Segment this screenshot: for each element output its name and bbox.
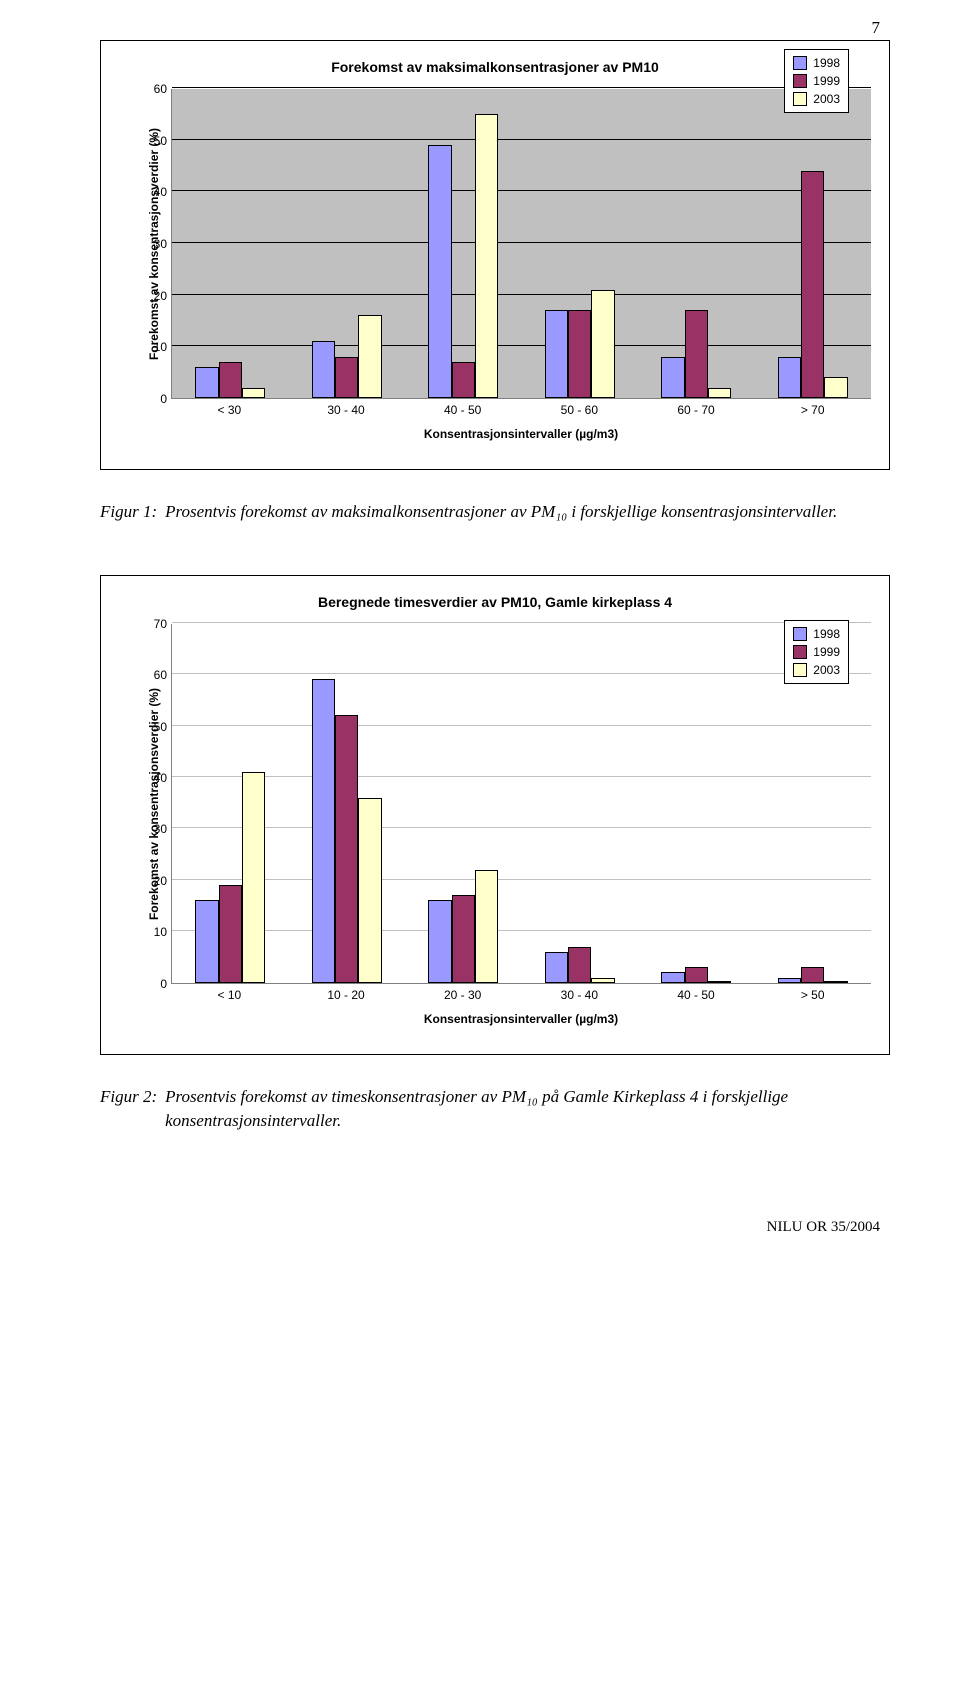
y-tick: 10	[154, 925, 167, 939]
bar	[219, 362, 242, 398]
x-tick: 50 - 60	[521, 403, 638, 417]
x-tick: 30 - 40	[288, 403, 405, 417]
bar	[475, 870, 498, 983]
x-tick: 40 - 50	[404, 403, 521, 417]
bar	[219, 885, 242, 983]
x-tick: > 70	[754, 403, 871, 417]
x-axis-label: Konsentrasjonsintervaller (µg/m3)	[171, 1012, 871, 1026]
x-axis-label: Konsentrasjonsintervaller (µg/m3)	[171, 427, 871, 441]
legend-swatch	[793, 663, 807, 677]
legend-swatch	[793, 56, 807, 70]
page-footer: NILU OR 35/2004	[767, 1219, 880, 1236]
figure-2-caption: Figur 2: Prosentvis forekomst av timesko…	[100, 1085, 890, 1134]
bar	[545, 952, 568, 983]
bar	[591, 290, 614, 399]
bar	[661, 357, 684, 398]
x-tick: 10 - 20	[288, 988, 405, 1002]
y-tick: 0	[160, 392, 167, 406]
bar	[358, 315, 381, 398]
chart-title: Beregnede timesverdier av PM10, Gamle ki…	[119, 594, 871, 610]
bar	[801, 967, 824, 982]
x-tick: 40 - 50	[638, 988, 755, 1002]
y-tick: 50	[154, 720, 167, 734]
bar	[824, 377, 847, 398]
bar	[195, 900, 218, 982]
legend-swatch	[793, 627, 807, 641]
legend-swatch	[793, 74, 807, 88]
bar	[568, 310, 591, 398]
bar	[242, 772, 265, 983]
y-tick: 70	[154, 617, 167, 631]
legend-label: 1998	[813, 625, 840, 643]
bar	[312, 341, 335, 398]
y-tick: 20	[154, 874, 167, 888]
legend-swatch	[793, 92, 807, 106]
y-tick: 50	[154, 134, 167, 148]
figure-1-text: Prosentvis forekomst av maksimalkonsentr…	[165, 500, 837, 525]
bar	[685, 310, 708, 398]
bar	[591, 978, 614, 983]
bar	[242, 388, 265, 398]
y-tick: 60	[154, 82, 167, 96]
x-tick: 30 - 40	[521, 988, 638, 1002]
chart-2: Beregnede timesverdier av PM10, Gamle ki…	[100, 575, 890, 1055]
bar	[312, 679, 335, 982]
bar	[335, 357, 358, 398]
figure-2-label: Figur 2:	[100, 1085, 157, 1134]
chart-1: Forekomst av maksimalkonsentrasjoner av …	[100, 40, 890, 470]
bar	[708, 981, 731, 983]
figure-1-caption: Figur 1: Prosentvis forekomst av maksima…	[100, 500, 890, 525]
x-tick: < 30	[171, 403, 288, 417]
figure-1-label: Figur 1:	[100, 500, 157, 525]
y-tick: 20	[154, 289, 167, 303]
bar	[452, 362, 475, 398]
bar	[545, 310, 568, 398]
y-tick: 10	[154, 340, 167, 354]
legend-label: 2003	[813, 661, 840, 679]
bar	[428, 145, 451, 398]
bar	[335, 715, 358, 982]
bar	[358, 798, 381, 983]
x-tick: < 10	[171, 988, 288, 1002]
page-number: 7	[872, 18, 881, 38]
bar	[824, 981, 847, 983]
legend-label: 1999	[813, 72, 840, 90]
bar	[428, 900, 451, 982]
chart-title: Forekomst av maksimalkonsentrasjoner av …	[119, 59, 871, 75]
y-tick: 30	[154, 237, 167, 251]
x-tick: 60 - 70	[638, 403, 755, 417]
legend: 199819992003	[784, 620, 849, 684]
x-tick: 20 - 30	[404, 988, 521, 1002]
y-tick: 30	[154, 822, 167, 836]
legend-label: 2003	[813, 90, 840, 108]
bar	[685, 967, 708, 982]
figure-2-text: Prosentvis forekomst av timeskonsentrasj…	[165, 1085, 890, 1134]
bar	[661, 972, 684, 982]
bar	[452, 895, 475, 982]
legend-label: 1998	[813, 54, 840, 72]
bar	[195, 367, 218, 398]
y-tick: 60	[154, 668, 167, 682]
bar	[778, 357, 801, 398]
bar	[801, 171, 824, 398]
y-tick: 40	[154, 771, 167, 785]
bar	[708, 388, 731, 398]
legend: 199819992003	[784, 49, 849, 113]
legend-swatch	[793, 645, 807, 659]
bar	[778, 978, 801, 983]
y-tick: 0	[160, 977, 167, 991]
bar	[475, 114, 498, 398]
bar	[568, 947, 591, 983]
legend-label: 1999	[813, 643, 840, 661]
y-tick: 40	[154, 185, 167, 199]
x-tick: > 50	[754, 988, 871, 1002]
